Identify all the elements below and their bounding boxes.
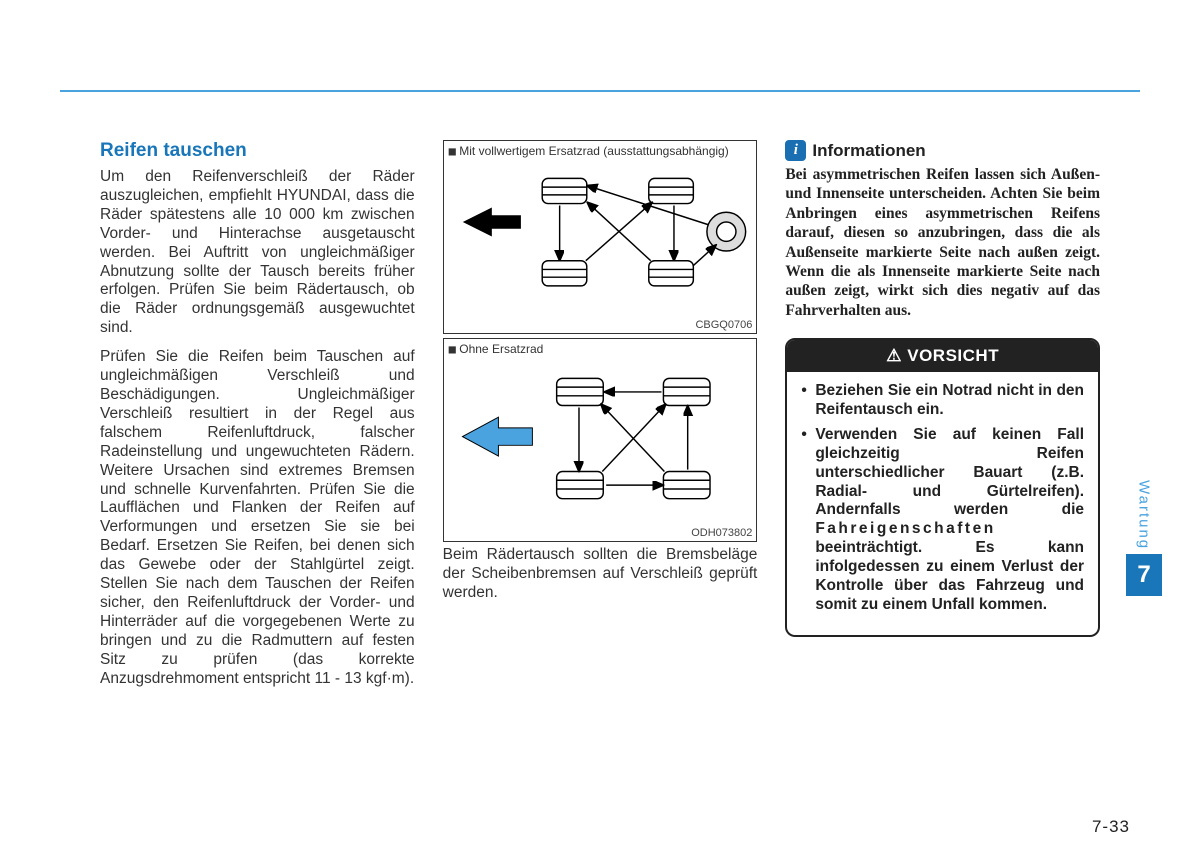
figure-2-caption-text: Ohne Ersatzrad: [459, 342, 543, 356]
page-number: 7-33: [1092, 817, 1130, 837]
front-arrow-icon: [462, 417, 532, 456]
caution-header: ⚠ VORSICHT: [787, 340, 1098, 372]
para-2: Prüfen Sie die Reifen beim Tauschen auf …: [100, 348, 415, 688]
info-header: i Informationen: [785, 140, 1100, 161]
chapter-number: 7: [1126, 554, 1162, 596]
caution-title: VORSICHT: [907, 346, 999, 365]
info-title: Informationen: [812, 141, 925, 161]
content-area: Reifen tauschen Um den Reifenverschleiß …: [100, 140, 1100, 801]
caution-item: Verwenden Sie auf keinen Fall gleichzeit…: [801, 426, 1084, 615]
warning-icon: ⚠: [886, 346, 902, 365]
caution-item: Beziehen Sie ein Notrad nicht in den Rei…: [801, 382, 1084, 420]
rotation-diagram-with-spare: [444, 159, 757, 314]
figure-1-caption: ■ Mit vollwertigem Ersatzrad (ausstattun…: [444, 141, 757, 159]
column-left: Reifen tauschen Um den Reifenverschleiß …: [100, 140, 415, 801]
info-text: Bei asymmetrischen Reifen lassen sich Au…: [785, 165, 1100, 320]
caution-body: Beziehen Sie ein Notrad nicht in den Rei…: [787, 372, 1098, 635]
top-rule: [60, 90, 1140, 92]
section-title: Reifen tauschen: [100, 140, 415, 162]
rotation-diagram-no-spare: [444, 357, 757, 522]
para-1: Um den Reifenverschleiß der Räder auszug…: [100, 168, 415, 338]
figure-2-caption: ■ Ohne Ersatzrad: [444, 339, 757, 357]
figure-2-code: ODH073802: [444, 527, 757, 541]
chapter-label: Wartung: [1136, 480, 1153, 550]
front-arrow-icon: [462, 207, 520, 236]
caution-box: ⚠ VORSICHT Beziehen Sie ein Notrad nicht…: [785, 338, 1100, 637]
figure-1-caption-text: Mit vollwertigem Ersatzrad (ausstattungs…: [459, 144, 728, 158]
column-middle: ■ Mit vollwertigem Ersatzrad (ausstattun…: [443, 140, 758, 801]
figure-without-spare: ■ Ohne Ersatzrad: [443, 338, 758, 542]
figure-below-text: Beim Rädertausch sollten die Bremsbeläge…: [443, 546, 758, 603]
figure-1-code: CBGQ0706: [444, 319, 757, 333]
column-right: i Informationen Bei asymmetrischen Reife…: [785, 140, 1100, 801]
figure-with-spare: ■ Mit vollwertigem Ersatzrad (ausstattun…: [443, 140, 758, 334]
info-icon: i: [785, 140, 806, 161]
chapter-tab: Wartung 7: [1126, 480, 1162, 596]
